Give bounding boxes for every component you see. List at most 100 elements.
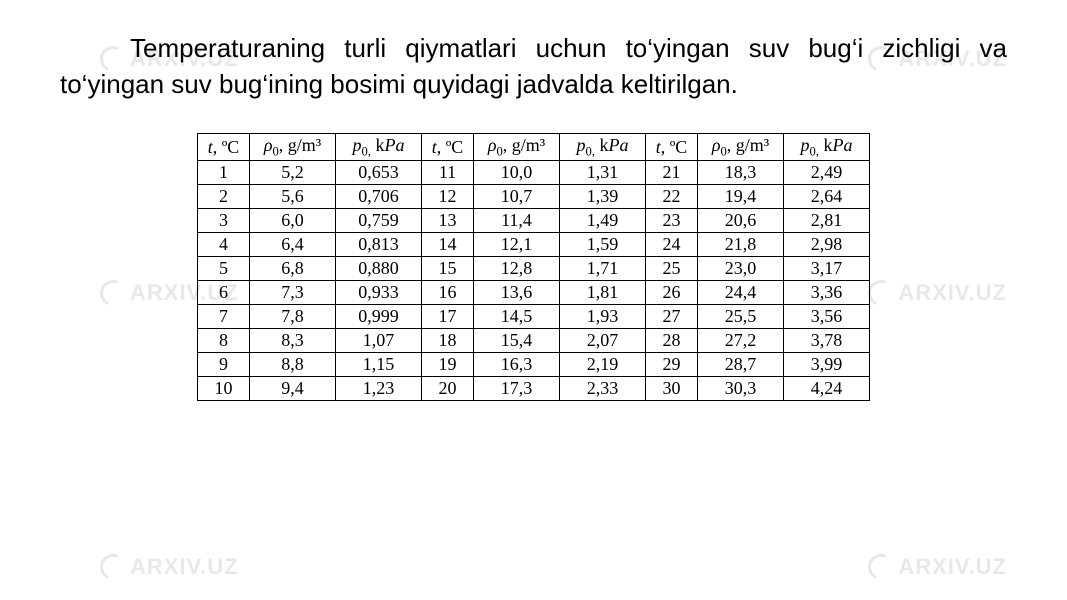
table-cell: 24 (646, 233, 698, 257)
watermark: ARXIV.UZ (100, 554, 239, 580)
table-cell: 2,81 (784, 209, 870, 233)
table-cell: 15,4 (474, 329, 560, 353)
table-cell: 1,31 (560, 161, 646, 185)
table-row: 109,41,232017,32,333030,34,24 (198, 377, 870, 401)
table-body: 15,20,6531110,01,312118,32,4925,60,70612… (198, 161, 870, 401)
table-cell: 0,999 (336, 305, 422, 329)
table-cell: 1,49 (560, 209, 646, 233)
table-row: 25,60,7061210,71,392219,42,64 (198, 185, 870, 209)
table-cell: 12,1 (474, 233, 560, 257)
table-cell: 16,3 (474, 353, 560, 377)
table-cell: 9 (198, 353, 250, 377)
col-header-p-1: p0, kPa (336, 133, 422, 161)
col-header-t-3: t, ºC (646, 133, 698, 161)
saturation-table: t, ºC ρ0, g/m³ p0, kPa t, ºC ρ0, g/m³ p0… (197, 133, 870, 402)
table-row: 88,31,071815,42,072827,23,78 (198, 329, 870, 353)
table-cell: 24,4 (698, 281, 784, 305)
table-cell: 13 (422, 209, 474, 233)
table-row: 56,80,8801512,81,712523,03,17 (198, 257, 870, 281)
table-cell: 29 (646, 353, 698, 377)
table-cell: 28 (646, 329, 698, 353)
watermark: ARXIV.UZ (868, 554, 1007, 580)
table-cell: 0,759 (336, 209, 422, 233)
table-cell: 2,19 (560, 353, 646, 377)
table-cell: 7 (198, 305, 250, 329)
table-cell: 26 (646, 281, 698, 305)
table-cell: 10,7 (474, 185, 560, 209)
table-cell: 1,39 (560, 185, 646, 209)
table-cell: 5 (198, 257, 250, 281)
table-cell: 8 (198, 329, 250, 353)
table-row: 46,40,8131412,11,592421,82,98 (198, 233, 870, 257)
col-header-p-2: p0, kPa (560, 133, 646, 161)
col-header-rho-2: ρ0, g/m³ (474, 133, 560, 161)
table-cell: 25,5 (698, 305, 784, 329)
table-cell: 0,706 (336, 185, 422, 209)
table-row: 36,00,7591311,41,492320,62,81 (198, 209, 870, 233)
col-header-rho-3: ρ0, g/m³ (698, 133, 784, 161)
table-cell: 3,99 (784, 353, 870, 377)
table-cell: 25 (646, 257, 698, 281)
table-cell: 20,6 (698, 209, 784, 233)
table-cell: 6,8 (250, 257, 336, 281)
table-cell: 3,56 (784, 305, 870, 329)
table-cell: 11,4 (474, 209, 560, 233)
table-cell: 0,933 (336, 281, 422, 305)
table-cell: 19,4 (698, 185, 784, 209)
slide-content: Temperaturaning turli qiymatlari uchun t… (0, 0, 1067, 401)
table-cell: 1,93 (560, 305, 646, 329)
table-cell: 2,49 (784, 161, 870, 185)
table-cell: 27,2 (698, 329, 784, 353)
table-cell: 13,6 (474, 281, 560, 305)
table-cell: 11 (422, 161, 474, 185)
table-cell: 4,24 (784, 377, 870, 401)
table-row: 77,80,9991714,51,932725,53,56 (198, 305, 870, 329)
table-cell: 5,6 (250, 185, 336, 209)
table-cell: 0,653 (336, 161, 422, 185)
table-cell: 12 (422, 185, 474, 209)
table-cell: 30 (646, 377, 698, 401)
table-cell: 15 (422, 257, 474, 281)
table-cell: 1,71 (560, 257, 646, 281)
table-cell: 6 (198, 281, 250, 305)
table-cell: 18,3 (698, 161, 784, 185)
col-header-rho-1: ρ0, g/m³ (250, 133, 336, 161)
table-cell: 8,3 (250, 329, 336, 353)
table-cell: 2 (198, 185, 250, 209)
table-cell: 2,07 (560, 329, 646, 353)
table-cell: 14 (422, 233, 474, 257)
col-header-p-3: p0, kPa (784, 133, 870, 161)
table-cell: 27 (646, 305, 698, 329)
table-header-row: t, ºC ρ0, g/m³ p0, kPa t, ºC ρ0, g/m³ p0… (198, 133, 870, 161)
table-cell: 18 (422, 329, 474, 353)
table-container: t, ºC ρ0, g/m³ p0, kPa t, ºC ρ0, g/m³ p0… (60, 133, 1007, 402)
table-cell: 3,17 (784, 257, 870, 281)
table-cell: 10 (198, 377, 250, 401)
table-cell: 9,4 (250, 377, 336, 401)
table-cell: 1,15 (336, 353, 422, 377)
table-cell: 7,3 (250, 281, 336, 305)
table-cell: 23,0 (698, 257, 784, 281)
table-cell: 5,2 (250, 161, 336, 185)
table-cell: 2,33 (560, 377, 646, 401)
table-cell: 3,36 (784, 281, 870, 305)
table-cell: 2,64 (784, 185, 870, 209)
table-cell: 23 (646, 209, 698, 233)
table-cell: 1,07 (336, 329, 422, 353)
table-row: 67,30,9331613,61,812624,43,36 (198, 281, 870, 305)
table-cell: 6,0 (250, 209, 336, 233)
table-row: 98,81,151916,32,192928,73,99 (198, 353, 870, 377)
table-row: 15,20,6531110,01,312118,32,49 (198, 161, 870, 185)
table-cell: 12,8 (474, 257, 560, 281)
table-cell: 28,7 (698, 353, 784, 377)
table-cell: 17,3 (474, 377, 560, 401)
table-cell: 6,4 (250, 233, 336, 257)
table-cell: 21 (646, 161, 698, 185)
table-cell: 0,813 (336, 233, 422, 257)
table-cell: 2,98 (784, 233, 870, 257)
table-cell: 1,81 (560, 281, 646, 305)
table-cell: 1,59 (560, 233, 646, 257)
table-cell: 19 (422, 353, 474, 377)
table-cell: 22 (646, 185, 698, 209)
col-header-t-2: t, ºC (422, 133, 474, 161)
